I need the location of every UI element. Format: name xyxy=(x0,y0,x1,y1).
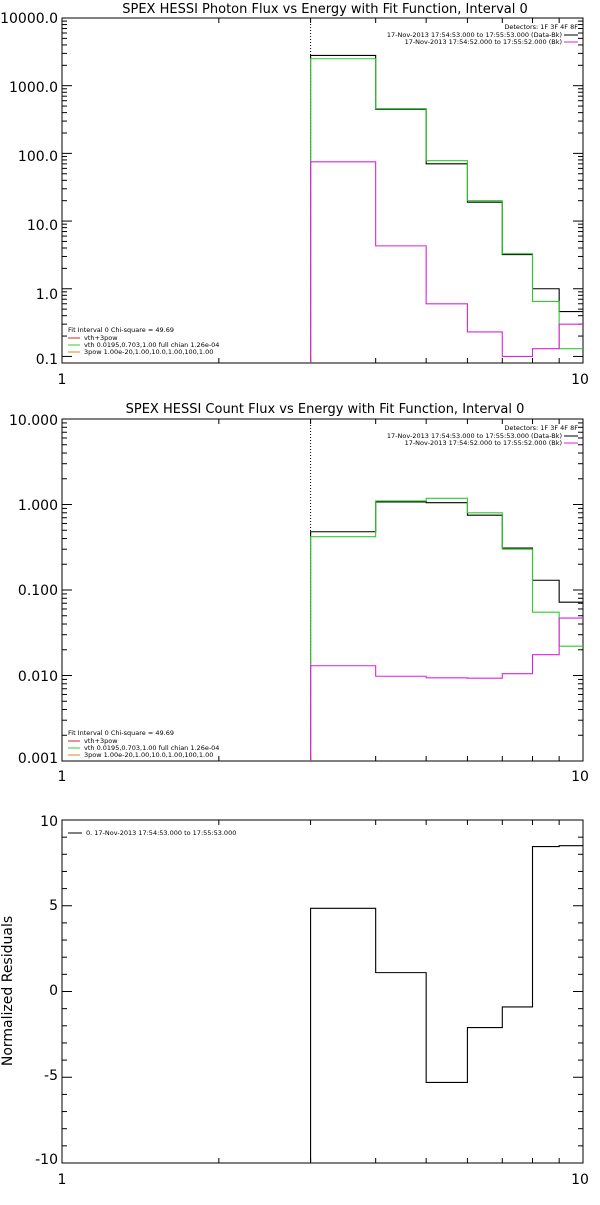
count-flux-legend-bottomleft: Fit Interval 0 Chi-square = 49.69 vth+3p… xyxy=(68,729,219,759)
residuals-y-tick-labels: 10 5 0 -5 -10 xyxy=(35,814,58,1168)
legend-entry: 17-Nov-2013 17:54:53.000 to 17:55:53.000… xyxy=(387,432,562,440)
y-tick-label: 5 xyxy=(49,898,58,914)
photon-flux-y-tick-labels: 10000.0 1000.0 100.0 10.0 1.0 0.1 xyxy=(0,11,58,368)
series-step-line-0 xyxy=(310,845,583,1163)
y-tick-label: 0.100 xyxy=(18,583,58,599)
legend-entry: vth 0.0195,0.703,1.00 full chian 1.26e-0… xyxy=(84,341,219,349)
photon-flux-legend-bottomleft: Fit Interval 0 Chi-square = 49.69 vth+3p… xyxy=(68,326,219,356)
y-tick-label: 1.0 xyxy=(36,287,58,303)
y-tick-label: 10.000 xyxy=(9,413,58,429)
series-step-line-0 xyxy=(310,501,583,761)
photon-flux-title: SPEX HESSI Photon Flux vs Energy with Fi… xyxy=(122,2,528,17)
legend-entry: vth+3pow xyxy=(84,737,118,745)
x-tick-label: 1 xyxy=(58,372,67,388)
legend-entry: vth 0.0195,0.703,1.00 full chian 1.26e-0… xyxy=(84,744,219,752)
y-tick-label: 10.0 xyxy=(27,218,58,234)
residuals-legend: 0. 17-Nov-2013 17:54:53.000 to 17:55:53.… xyxy=(68,829,236,837)
count-flux-title: SPEX HESSI Count Flux vs Energy with Fit… xyxy=(126,402,525,417)
photon-flux-panel: SPEX HESSI Photon Flux vs Energy with Fi… xyxy=(0,2,589,388)
y-tick-label: 0 xyxy=(49,983,58,999)
legend-entry: 17-Nov-2013 17:54:53.000 to 17:55:53.000… xyxy=(387,31,562,39)
x-tick-label: 10 xyxy=(571,372,589,388)
residuals-panel: 10 5 0 -5 -10 Normalized Residuals 1 10 … xyxy=(0,814,589,1188)
series-step-line-0 xyxy=(310,54,583,363)
photon-flux-marks xyxy=(310,18,583,363)
photon-flux-legend-topright: Detectors: 1F 3F 4F 8F 17-Nov-2013 17:54… xyxy=(387,23,578,46)
y-tick-label: 100.0 xyxy=(18,149,58,165)
y-tick-label: -5 xyxy=(44,1068,58,1084)
count-flux-legend-topright: Detectors: 1F 3F 4F 8F 17-Nov-2013 17:54… xyxy=(387,424,578,447)
series-step-line-2 xyxy=(310,617,583,761)
count-flux-ticks xyxy=(61,418,584,762)
legend-header: Detectors: 1F 3F 4F 8F xyxy=(504,424,578,432)
y-tick-label: 0.010 xyxy=(18,669,58,685)
series-step-line-2 xyxy=(310,161,583,363)
legend-entry: vth+3pow xyxy=(84,334,118,342)
photon-flux-ticks xyxy=(61,17,584,363)
residuals-ticks xyxy=(61,819,584,1164)
series-step-line-1 xyxy=(310,497,583,761)
y-tick-label: 0.001 xyxy=(18,751,58,767)
x-tick-label: 10 xyxy=(571,1172,589,1188)
residuals-y-axis-label: Normalized Residuals xyxy=(0,916,16,1066)
count-flux-panel: SPEX HESSI Count Flux vs Energy with Fit… xyxy=(9,402,589,785)
legend-header: Detectors: 1F 3F 4F 8F xyxy=(504,23,578,31)
y-tick-label: 10 xyxy=(40,814,58,830)
y-tick-label: 10000.0 xyxy=(0,11,58,27)
series-step-line-1 xyxy=(310,58,583,363)
count-flux-frame xyxy=(61,418,584,762)
photon-flux-frame xyxy=(61,17,584,364)
legend-entry: 17-Nov-2013 17:54:52.000 to 17:55:52.000… xyxy=(405,38,562,46)
x-tick-label: 10 xyxy=(571,769,589,785)
x-tick-label: 1 xyxy=(58,1172,67,1188)
legend-header: Fit Interval 0 Chi-square = 49.69 xyxy=(68,326,174,334)
y-tick-label: 1.000 xyxy=(18,498,58,514)
legend-entry: 0. 17-Nov-2013 17:54:53.000 to 17:55:53.… xyxy=(86,829,236,837)
count-flux-marks xyxy=(310,419,583,761)
y-tick-label: 0.1 xyxy=(36,352,58,368)
residuals-marks xyxy=(310,845,583,1163)
legend-entry: 17-Nov-2013 17:54:52.000 to 17:55:52.000… xyxy=(405,439,562,447)
legend-entry: 3pow 1.00e-20,1.00,10.0,1.00,100,1.00 xyxy=(84,751,213,759)
x-tick-label: 1 xyxy=(58,769,67,785)
y-tick-label: -10 xyxy=(35,1152,58,1168)
y-tick-label: 1000.0 xyxy=(9,80,58,96)
legend-header: Fit Interval 0 Chi-square = 49.69 xyxy=(68,729,174,737)
count-flux-y-tick-labels: 10.000 1.000 0.100 0.010 0.001 xyxy=(9,413,58,767)
residuals-frame xyxy=(61,819,584,1164)
legend-entry: 3pow 1.00e-20,1.00,10.0,1.00,100,1.00 xyxy=(84,348,213,356)
